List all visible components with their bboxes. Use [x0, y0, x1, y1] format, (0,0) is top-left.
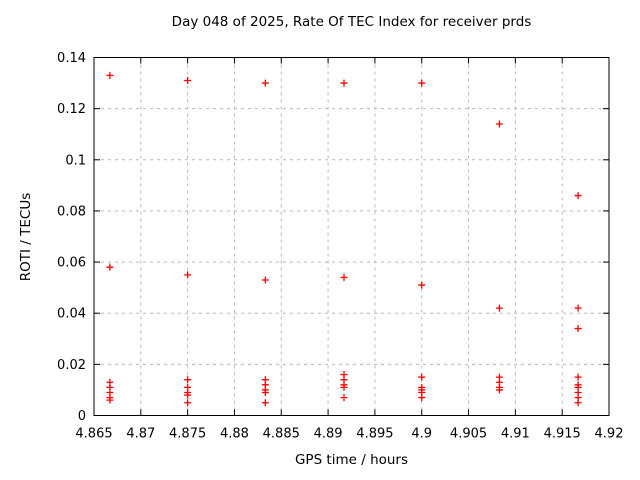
x-tick-label: 4.88 [220, 427, 249, 442]
data-point-marker [261, 79, 269, 87]
data-point-marker [574, 373, 582, 381]
x-tick-label: 4.895 [356, 427, 393, 442]
data-point-marker [340, 383, 348, 391]
x-axis-label: GPS time / hours [294, 452, 409, 468]
x-tick-label: 4.905 [450, 427, 487, 442]
y-tick-label: 0.02 [57, 358, 86, 373]
x-tick-label: 4.89 [314, 427, 343, 442]
data-point-marker [340, 394, 348, 402]
data-point-marker [574, 304, 582, 312]
y-tick-label: 0.04 [57, 307, 86, 322]
x-tick-label: 4.87 [126, 427, 155, 442]
plot-border [93, 57, 610, 416]
data-point-marker [184, 376, 192, 384]
data-point-marker [418, 79, 426, 87]
data-point-marker [418, 281, 426, 289]
y-tick-label: 0 [78, 409, 86, 424]
data-point-marker [106, 396, 114, 404]
data-point-marker [184, 271, 192, 279]
data-point-marker [340, 79, 348, 87]
y-tick-label: 0.06 [57, 256, 86, 271]
data-point-marker [261, 276, 269, 284]
data-point-marker [574, 325, 582, 333]
chart-title: Day 048 of 2025, Rate Of TEC Index for r… [171, 14, 532, 30]
y-tick-label: 0.14 [57, 51, 86, 66]
data-point-marker [495, 304, 503, 312]
y-tick-label: 0.12 [57, 102, 86, 117]
x-tick-label: 4.91 [501, 427, 530, 442]
x-tick-label: 4.9 [411, 427, 432, 442]
data-point-marker [418, 394, 426, 402]
x-tick-label: 4.875 [169, 427, 206, 442]
data-point-marker [106, 263, 114, 271]
data-point-marker [184, 77, 192, 85]
data-point-marker [184, 391, 192, 399]
data-point-marker [574, 399, 582, 407]
data-point-marker [495, 386, 503, 394]
data-point-marker [418, 373, 426, 381]
x-tick-label: 4.915 [544, 427, 581, 442]
data-point-marker [340, 273, 348, 281]
x-tick-label: 4.865 [75, 427, 112, 442]
data-point-marker [184, 399, 192, 407]
y-tick-label: 0.08 [57, 204, 86, 219]
data-point-marker [261, 399, 269, 407]
x-tick-label: 4.885 [263, 427, 300, 442]
y-axis-label: ROTI / TECUs [18, 192, 34, 282]
data-point-marker [261, 388, 269, 396]
data-point-marker [495, 120, 503, 128]
y-tick-label: 0.1 [65, 153, 86, 168]
x-tick-label: 4.92 [595, 427, 624, 442]
data-point-marker [574, 192, 582, 200]
data-point-marker [106, 71, 114, 79]
